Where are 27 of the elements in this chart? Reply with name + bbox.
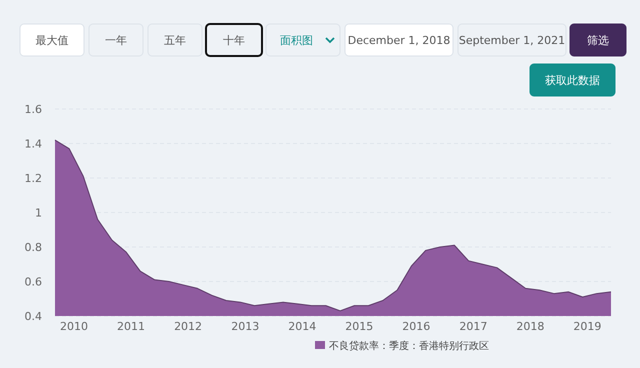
text: 最大值 xyxy=(36,34,68,47)
y-tick-label: 0.6 xyxy=(24,276,42,288)
text: 筛选 xyxy=(587,34,609,47)
text: 面积图 xyxy=(280,34,313,47)
y-tick-label: 1.2 xyxy=(24,172,42,185)
x-tick-label: 2013 xyxy=(231,320,260,333)
x-tick-label: 2015 xyxy=(345,320,374,333)
x-tick-label: 2016 xyxy=(402,320,430,333)
x-tick-label: 2019 xyxy=(573,320,602,333)
text: 五年 xyxy=(164,34,186,47)
y-tick-label: 0.8 xyxy=(24,241,42,254)
text: 一年 xyxy=(105,34,127,47)
x-tick-label: 2011 xyxy=(117,320,146,333)
y-tick-label: 1 xyxy=(35,206,42,220)
x-tick-label: 2018 xyxy=(516,320,544,333)
text: December 1, 2018 xyxy=(348,34,450,47)
y-tick-label: 1.4 xyxy=(24,138,42,150)
y-tick-label: 0.4 xyxy=(24,310,42,323)
y-tick-label: 1.6 xyxy=(24,103,42,116)
text: September 1, 2021 xyxy=(458,34,566,47)
legend-label: 不良贷款率：季度：香港特别行政区 xyxy=(329,340,489,352)
x-tick-label: 2010 xyxy=(60,320,88,333)
x-tick-label: 2012 xyxy=(174,320,202,333)
text: 十年 xyxy=(223,34,245,47)
x-tick-label: 2017 xyxy=(459,320,488,333)
text: 获取此数据 xyxy=(545,74,600,87)
x-tick-label: 2014 xyxy=(288,320,316,333)
